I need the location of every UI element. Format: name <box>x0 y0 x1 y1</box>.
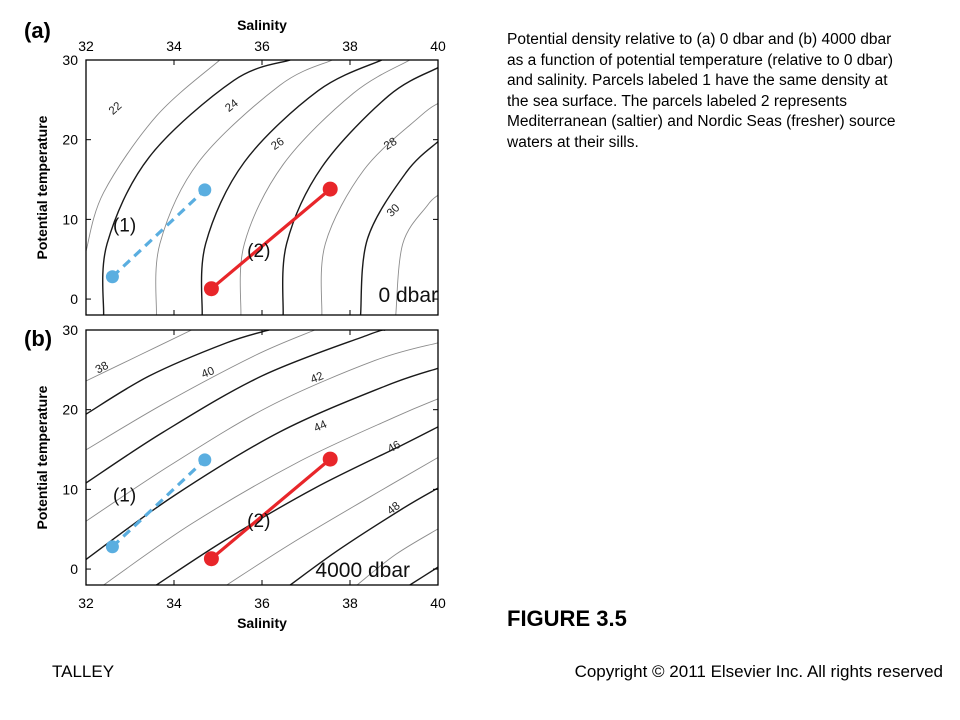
contour-label: 46 <box>386 439 403 456</box>
x-tick-label: 40 <box>430 595 446 611</box>
x-tick-label: 38 <box>342 38 358 54</box>
contour-label: 38 <box>94 360 111 377</box>
x-tick-label: 32 <box>78 595 94 611</box>
panel-b: 38 40 42 44 46 48 4000 dbar 32 34 36 38 40 0 10 20 30 Sa… <box>24 322 446 631</box>
parcel-label: (2) <box>247 241 270 262</box>
contour-label: 30 <box>385 202 403 220</box>
parcel-label: (1) <box>113 215 136 236</box>
density-contour <box>282 67 438 315</box>
density-contour <box>409 566 438 585</box>
y-tick-label: 0 <box>70 561 78 577</box>
density-contour-minor <box>320 102 438 315</box>
density-contour-minor <box>86 342 438 522</box>
figure-title: FIGURE 3.5 <box>507 606 627 631</box>
x-tick-label: 36 <box>254 595 270 611</box>
density-contour-minor <box>103 398 438 585</box>
parcel-label: (1) <box>113 485 136 506</box>
contour-label: 28 <box>382 136 399 153</box>
density-contour <box>359 141 438 315</box>
parcel-point <box>203 551 219 567</box>
parcel-point <box>105 270 119 284</box>
contour-label: 24 <box>223 97 241 115</box>
density-contour <box>156 426 438 585</box>
x-tick-label: 34 <box>166 595 182 611</box>
x-tick-label: 40 <box>430 38 446 54</box>
parcel-point <box>322 451 338 467</box>
footer-copyright: Copyright © 2011 Elsevier Inc. All right… <box>574 662 943 681</box>
parcel-line <box>210 457 332 560</box>
density-contour-minor <box>226 457 438 585</box>
y-tick-label: 20 <box>62 132 78 148</box>
x-tick-label: 36 <box>254 38 270 54</box>
y-tick-label: 10 <box>62 481 78 497</box>
x-axis-label: Salinity <box>237 17 287 33</box>
density-contour <box>102 60 291 315</box>
density-contour-minor <box>395 194 438 315</box>
pressure-annotation: 4000 dbar <box>315 559 410 582</box>
contour-label: 22 <box>107 100 125 117</box>
y-axis-label: Potential temperature <box>34 115 50 259</box>
x-axis-label: Salinity <box>237 615 287 631</box>
contour-label: 44 <box>312 418 329 435</box>
y-tick-label: 30 <box>62 52 78 68</box>
density-contour <box>200 60 382 315</box>
parcel-line <box>111 458 206 548</box>
density-contour-minor <box>86 330 192 382</box>
parcel-label: (2) <box>247 511 270 532</box>
plot-frame <box>85 329 439 586</box>
x-tick-label: 34 <box>166 38 182 54</box>
panel-label: (b) <box>24 326 52 351</box>
y-tick-label: 20 <box>62 402 78 418</box>
contour-label: 48 <box>385 500 402 517</box>
parcel-line <box>111 188 206 278</box>
footer-author: TALLEY <box>52 662 115 681</box>
pressure-annotation: 0 dbar <box>378 284 438 307</box>
parcel-point <box>198 183 212 197</box>
density-contour-minor <box>86 330 315 451</box>
x-tick-label: 32 <box>78 38 94 54</box>
figure-caption: Potential density relative to (a) 0 dbar… <box>507 31 896 151</box>
density-contour <box>86 330 270 415</box>
y-tick-label: 0 <box>70 291 78 307</box>
y-tick-label: 30 <box>62 322 78 338</box>
y-axis-label: Potential temperature <box>34 385 50 529</box>
y-tick-label: 10 <box>62 211 78 227</box>
density-contour <box>289 487 438 585</box>
contour-label: 26 <box>269 136 286 153</box>
parcel-point <box>105 540 119 554</box>
plot-area: 22 24 26 28 30 0 dbar <box>86 60 438 315</box>
contour-label: 40 <box>200 365 216 381</box>
parcel-point <box>203 281 219 297</box>
density-contour <box>86 330 386 484</box>
parcel-point <box>198 453 212 467</box>
plot-area: 38 40 42 44 46 48 4000 dbar <box>86 330 438 585</box>
density-contour-minor <box>86 60 221 252</box>
density-contour-minor <box>155 60 333 315</box>
parcel-point <box>322 181 338 197</box>
density-contour-minor <box>356 528 438 585</box>
contour-label: 42 <box>309 370 325 386</box>
x-tick-label: 38 <box>342 595 358 611</box>
panel-label: (a) <box>24 18 51 43</box>
parcel-line <box>210 187 332 290</box>
panel-a: 22 24 26 28 30 0 dbar 32 34 36 38 40 0 10 20 30 Salinit… <box>24 17 446 316</box>
